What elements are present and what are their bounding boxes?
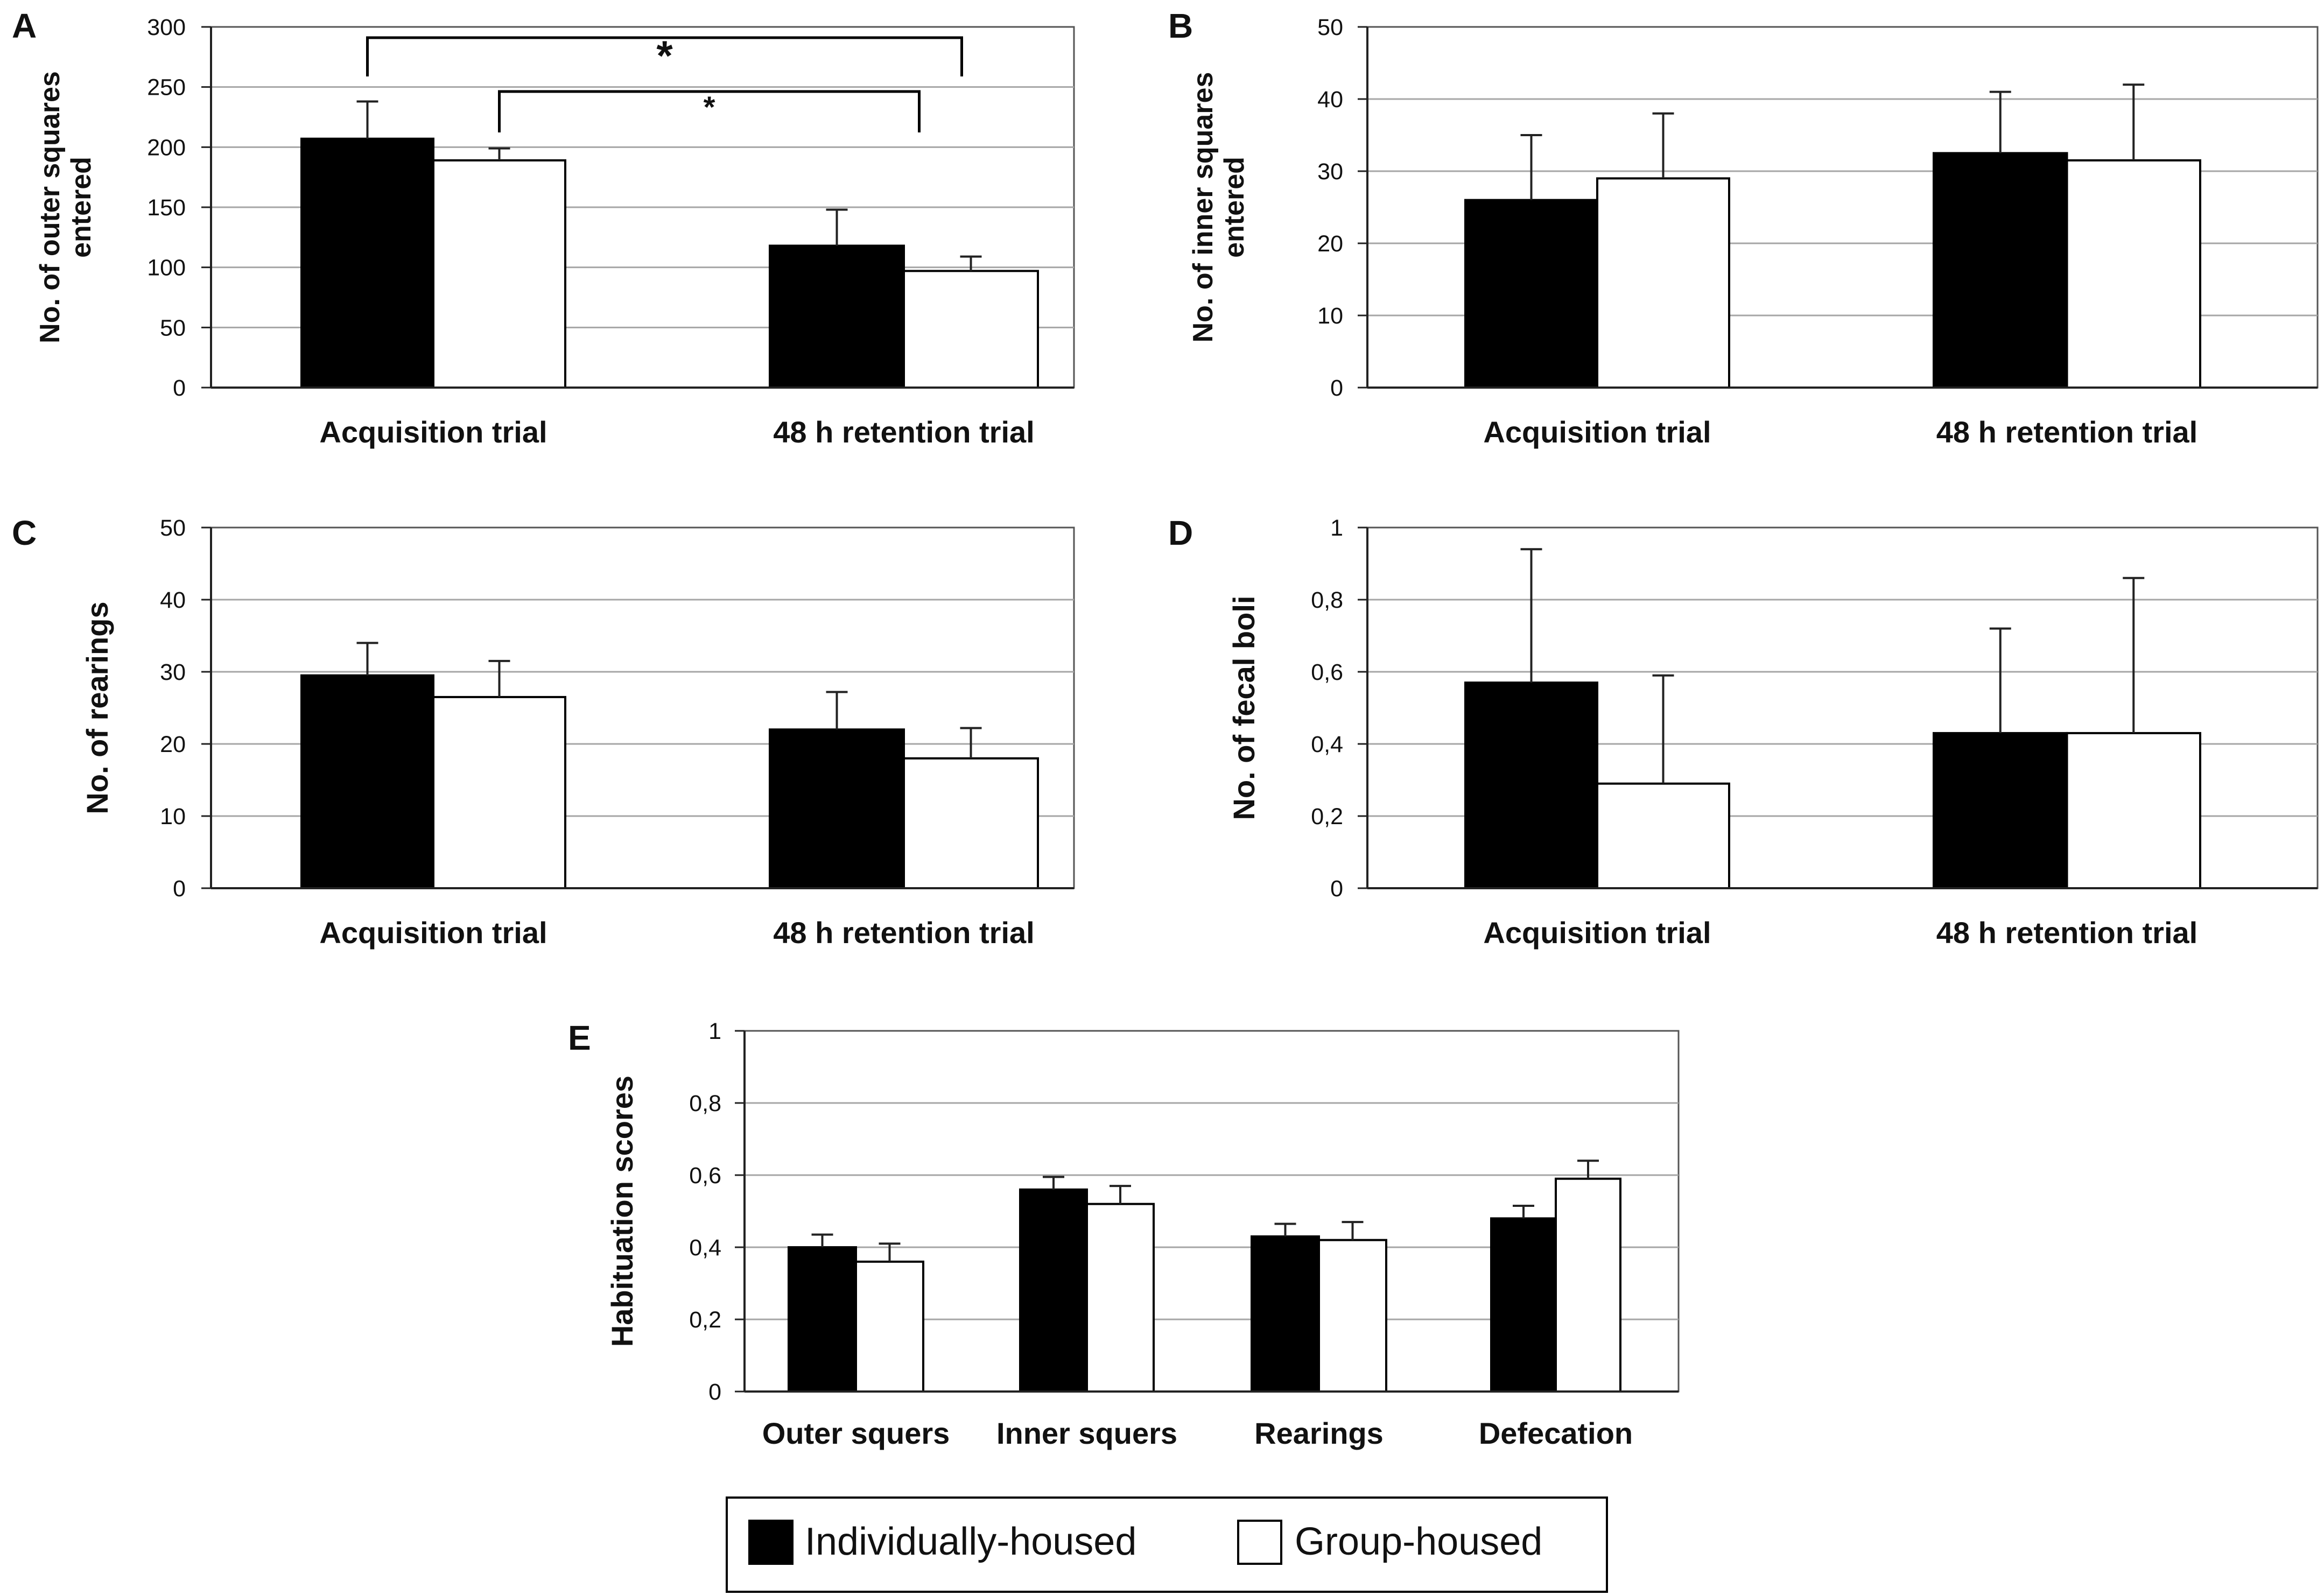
panel-e-y-tick-label: 0,2 (689, 1307, 721, 1333)
panel-c: C 0 10 20 30 40 50 Acquisition trial 48 h reten… (12, 514, 1075, 950)
panel-c-bar-individually-housed (769, 728, 905, 889)
panel-e-bar-individually-housed (1490, 1217, 1557, 1393)
panel-a-y-tick-label: 200 (147, 135, 186, 160)
panel-d: D 0 0,2 0,4 0,6 0,8 1 Acquisition trial 48 h re… (1168, 514, 2319, 950)
panel-a-y-tick-label: 100 (147, 255, 186, 281)
panel-a-y-tick-label: 150 (147, 195, 186, 221)
panel-a-significance-star: * (656, 32, 673, 79)
panel-b-y-tick-label: 30 (1317, 159, 1343, 185)
panel-e-category-label: Outer squers (762, 1416, 950, 1450)
panel-b-y-tick-label: 10 (1317, 303, 1343, 329)
panel-d-category-label: 48 h retention trial (1936, 916, 2197, 950)
panel-e-bar-individually-housed (1019, 1188, 1088, 1393)
panel-d-y-tick-label: 0,8 (1311, 587, 1343, 613)
panel-a-y-tick-label: 0 (173, 375, 186, 401)
panel-d-y-tick-label: 0,6 (1311, 659, 1343, 685)
panel-b: B 0 10 20 30 40 50 Acquisition trial 48 h reten… (1168, 6, 2319, 449)
panel-b-category-label: Acquisition trial (1483, 415, 1711, 449)
panel-d-y-tick-label: 0 (1330, 876, 1343, 902)
panel-b-category-label: 48 h retention trial (1936, 415, 2197, 449)
panel-b-bar-individually-housed (1933, 152, 2068, 389)
panel-c-bar-individually-housed (300, 674, 434, 889)
legend-label-group-housed: Group-housed (1295, 1520, 1542, 1563)
panel-d-y-tick-label: 1 (1330, 515, 1343, 541)
panel-a: A 0 50 100 150 200 250 300 Acquisition trial 48 … (12, 6, 1075, 449)
panel-e-y-tick-label: 0 (708, 1379, 721, 1405)
panel-a-bar-individually-housed (769, 244, 905, 389)
legend-label-individually-housed: Individually-housed (805, 1520, 1136, 1563)
panel-e-y-axis-label: Habituation scores (605, 1076, 639, 1347)
panel-e-bar-individually-housed (1251, 1235, 1320, 1393)
panel-e-bar-group-housed (1318, 1239, 1387, 1393)
panel-b-bar-individually-housed (1464, 199, 1598, 389)
panel-e-bar-group-housed (1555, 1177, 1621, 1393)
panel-b-plot: 0 10 20 30 40 50 Acquisition trial 48 h retenti… (1188, 15, 2319, 449)
panel-a-category-label: 48 h retention trial (773, 415, 1034, 449)
panel-a-significance-star: * (704, 90, 715, 124)
panel-e-category-label: Rearings (1254, 1416, 1384, 1450)
panel-c-plot: 0 10 20 30 40 50 Acquisition trial 48 h retenti… (80, 515, 1075, 950)
panel-d-y-axis-label: No. of fecal boli (1227, 596, 1261, 820)
panel-c-y-tick-label: 20 (160, 732, 186, 757)
panel-b-y-tick-label: 20 (1317, 231, 1343, 257)
panel-c-bar-group-housed (903, 757, 1039, 890)
panel-c-y-tick-label: 0 (173, 876, 186, 902)
panel-c-y-axis-label: No. of rearings (80, 601, 114, 814)
panel-e-category-label: Inner squers (996, 1416, 1177, 1450)
panel-c-bar-group-housed (432, 695, 566, 890)
panel-e-bar-group-housed (1086, 1203, 1155, 1393)
panel-b-y-tick-label: 0 (1330, 375, 1343, 401)
panel-e: E 0 0,2 0,4 0,6 0,8 1 Outer squers Inner squers… (568, 1018, 1680, 1450)
panel-c-category-label: Acquisition trial (319, 916, 547, 950)
panel-b-y-tick-label: 50 (1317, 15, 1343, 40)
panel-c-y-tick-label: 40 (160, 587, 186, 613)
panel-b-bar-group-housed (2066, 159, 2201, 389)
panel-b-y-tick-label: 40 (1317, 87, 1343, 113)
panel-b-bar-group-housed (1596, 177, 1730, 389)
panel-a-y-tick-label: 250 (147, 75, 186, 101)
panel-d-y-tick-label: 0,2 (1311, 804, 1343, 830)
panel-c-y-tick-label: 10 (160, 804, 186, 830)
legend-frame (726, 1496, 1608, 1593)
panel-a-bar-group-housed (903, 270, 1039, 389)
panel-d-bar-individually-housed (1464, 681, 1598, 889)
panel-a-significance-bracket (498, 90, 921, 132)
panel-d-bar-group-housed (1596, 782, 1730, 889)
panel-a-plot: 0 50 100 150 200 250 300 Acquisition trial 48 h … (34, 15, 1075, 449)
panel-e-bar-individually-housed (788, 1246, 857, 1393)
panel-a-category-label: Acquisition trial (319, 415, 547, 449)
panel-b-y-axis-label: No. of inner squaresentered (1188, 72, 1250, 343)
panel-e-y-tick-label: 0,6 (689, 1163, 721, 1189)
panel-d-y-tick-label: 0,4 (1311, 732, 1343, 757)
panel-d-category-label: Acquisition trial (1483, 916, 1711, 950)
panel-e-category-label: Defecation (1479, 1416, 1633, 1450)
panel-c-y-tick-label: 50 (160, 515, 186, 541)
panel-a-bar-individually-housed (300, 137, 434, 389)
panel-e-bar-group-housed (855, 1260, 924, 1393)
panel-a-label: A (12, 6, 37, 45)
panel-e-y-tick-label: 1 (708, 1018, 721, 1044)
panel-c-category-label: 48 h retention trial (773, 916, 1034, 950)
panel-e-y-tick-label: 0,8 (689, 1091, 721, 1116)
panel-d-label: D (1168, 514, 1193, 552)
panel-e-plot: 0 0,2 0,4 0,6 0,8 1 Outer squers Inner squers Re… (605, 1018, 1680, 1450)
panel-a-y-tick-label: 50 (160, 315, 186, 341)
panel-d-bar-individually-housed (1933, 732, 2068, 890)
panel-d-bar-group-housed (2066, 732, 2201, 890)
panel-d-plot: 0 0,2 0,4 0,6 0,8 1 Acquisition trial 48 h rete… (1227, 515, 2319, 950)
legend: Individually-housed Group-housed (726, 1496, 1608, 1593)
legend-swatch-individually-housed (748, 1520, 794, 1565)
panel-b-label: B (1168, 6, 1193, 45)
panel-a-y-axis-label: No. of outer squaresentered (34, 71, 97, 343)
panel-c-label: C (12, 514, 37, 552)
legend-swatch-group-housed (1237, 1520, 1282, 1565)
panel-c-y-tick-label: 30 (160, 659, 186, 685)
panel-a-y-tick-label: 300 (147, 15, 186, 40)
panel-e-y-tick-label: 0,4 (689, 1235, 721, 1261)
panel-e-label: E (568, 1018, 591, 1057)
panel-a-bar-group-housed (432, 159, 566, 389)
panel-a-significance-bracket (366, 36, 963, 76)
